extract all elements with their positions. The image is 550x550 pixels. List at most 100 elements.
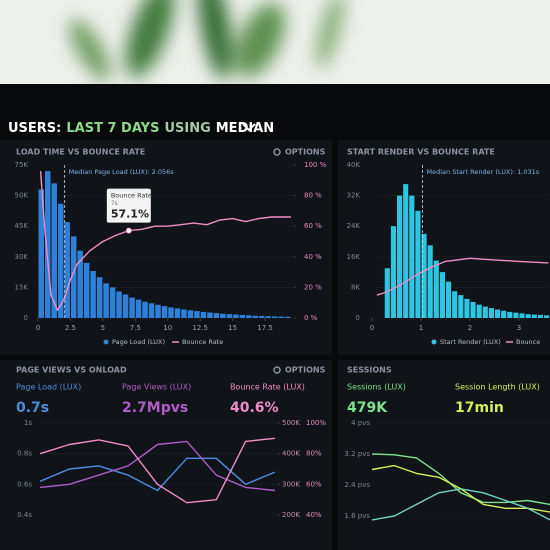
histogram-bar (501, 310, 507, 318)
series-line (371, 488, 550, 521)
y2-tick-label: 0 % (304, 314, 318, 322)
histogram-bar (494, 309, 501, 318)
histogram-bar (458, 295, 464, 318)
histogram-bar (285, 316, 291, 318)
legend-label: Bounce (516, 338, 540, 346)
options-button[interactable]: OPTIONS (285, 148, 326, 157)
histogram-bar (155, 304, 161, 318)
metric-label: Session Length (LUX) (455, 383, 540, 392)
histogram-bar (488, 308, 494, 318)
x-tick-label: 0 (36, 324, 40, 332)
histogram-bar (181, 309, 187, 318)
y-tick-label: 4 pvs (351, 419, 370, 427)
series-line (39, 440, 276, 492)
histogram-bar (116, 291, 122, 318)
histogram-bar (439, 272, 445, 318)
histogram-bar (452, 291, 458, 318)
y-tick-label: 50K (15, 192, 29, 200)
histogram-bar (174, 308, 181, 318)
x-tick-label: 1 (419, 324, 423, 332)
histogram-bar (239, 314, 246, 318)
series-line (376, 257, 549, 296)
options-button[interactable]: OPTIONS (285, 366, 326, 375)
histogram-bar (403, 184, 409, 318)
histogram-bar (233, 314, 239, 318)
plant-blur (69, 0, 345, 81)
metric-value: 40.6% (230, 400, 279, 416)
y2-tick-label: 100 % (304, 161, 327, 169)
panel-title: START RENDER VS BOUNCE RATE (347, 148, 495, 157)
y-tick-label: 0.6s (17, 480, 32, 488)
y-tick-label: 0 (24, 314, 28, 322)
histogram-bar (90, 271, 96, 318)
y2-tick-label: 80 % (304, 192, 322, 200)
histogram-bar (543, 315, 550, 318)
x-tick-label: 3 (517, 324, 521, 332)
histogram-bar (252, 315, 259, 318)
metric-label: Page Views (LUX) (122, 383, 191, 392)
metric-value: 2.7Mpvs (122, 400, 188, 416)
panel-title: SESSIONS (347, 366, 392, 375)
panel-title: LOAD TIME VS BOUNCE RATE (16, 148, 145, 157)
y2-tick-label: 20 % (304, 283, 322, 291)
panel (338, 360, 550, 550)
options-icon[interactable] (273, 148, 281, 156)
x-tick-label: 10 (163, 324, 172, 332)
metric-value: 479K (347, 400, 388, 416)
histogram-bar (415, 210, 421, 318)
panel (0, 360, 332, 550)
y-tick-label: 32K (347, 192, 361, 200)
series-line (39, 457, 276, 492)
panel-title: PAGE VIEWS VS ONLOAD (16, 366, 127, 375)
histogram-bar (525, 314, 531, 318)
legend-label: Start Render (LUX) (440, 338, 501, 346)
histogram-bar (200, 311, 207, 318)
y-tick-label: 0 (356, 314, 360, 322)
histogram-bar (476, 304, 482, 318)
median-label: Median Page Load (LUX): 2.056s (69, 168, 175, 176)
legend-swatch (431, 339, 437, 345)
metric-value: 17min (455, 400, 504, 416)
header-part: USERS: (8, 121, 61, 136)
histogram-bar (531, 314, 537, 318)
x-tick-label: 17.5 (257, 324, 273, 332)
metric-label: Page Load (LUX) (16, 383, 81, 392)
options-icon[interactable] (273, 366, 281, 374)
series-line (371, 453, 550, 506)
histogram-bar (57, 203, 64, 318)
histogram-bar (194, 311, 200, 318)
histogram-bar (220, 313, 226, 318)
histogram-bar (507, 311, 513, 318)
header-title: USERS: LAST 7 DAYS USING MEDIAN (8, 121, 274, 136)
y-tick-label: 2.4 pvs (344, 481, 370, 489)
histogram-bar (482, 306, 488, 318)
histogram-bar (109, 287, 116, 318)
y-tick-label: 0.4s (17, 511, 32, 519)
histogram-bar (168, 307, 174, 318)
y-tick-label: 1.6 pvs (344, 512, 370, 520)
y-tick-label: 8K (351, 283, 360, 291)
histogram-bar (44, 171, 51, 318)
histogram-bar (259, 315, 265, 318)
histogram-bar (396, 195, 403, 318)
dropdown-chevron[interactable] (242, 123, 256, 132)
x-tick-label: 2.5 (65, 324, 76, 332)
histogram-bar (161, 306, 168, 318)
tooltip-subtitle: 7s (111, 200, 118, 207)
y-tick-label: 0.8s (17, 450, 32, 458)
legend-label: Page Load (LUX) (112, 338, 165, 346)
histogram-bar (83, 262, 90, 318)
histogram-bar (265, 316, 272, 318)
x-tick-label: 12.5 (192, 324, 208, 332)
histogram-bar (187, 310, 194, 318)
median-label: Median Start Render (LUX): 1.031s (427, 168, 540, 176)
y2-tick-label: 100% (306, 419, 326, 427)
y3-tick-label: 500K (282, 419, 300, 427)
y-tick-label: 16K (347, 253, 361, 261)
histogram-bar (129, 297, 135, 318)
histogram-bar (445, 281, 452, 318)
histogram-bar (409, 195, 415, 318)
histogram-bar (427, 245, 433, 318)
x-tick-label: 0 (370, 324, 374, 332)
